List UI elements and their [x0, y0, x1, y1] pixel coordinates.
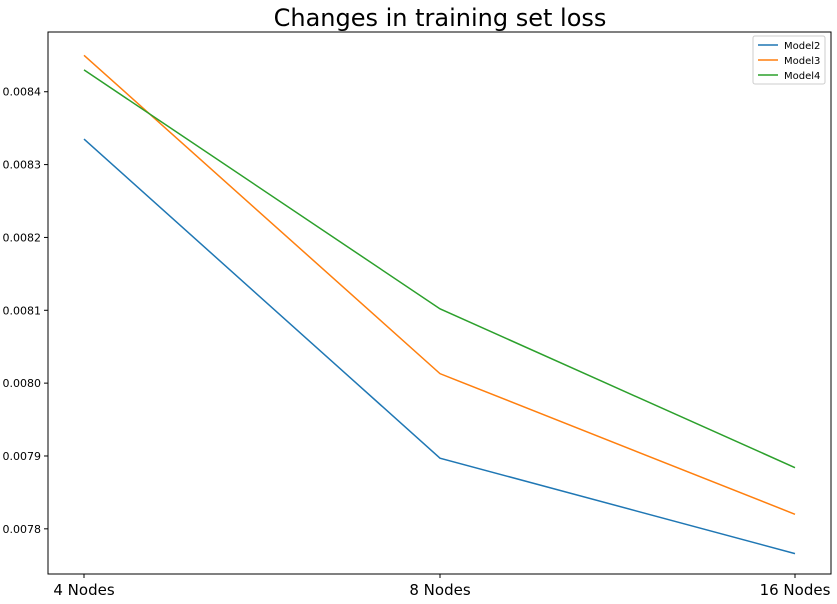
y-axis: 0.0078 0.0079 0.0080 0.0081 0.0082 0.0083 0.00…	[3, 86, 48, 536]
y-tick-label: 0.0078	[3, 523, 42, 536]
legend-box	[752, 35, 826, 85]
series-line-model4	[83, 69, 796, 469]
legend-label: Model2	[784, 41, 820, 52]
legend: Model2 Model3 Model4	[752, 35, 826, 85]
series-line-model2	[83, 138, 796, 555]
series-line-model3	[83, 54, 796, 515]
y-tick-label: 0.0080	[3, 377, 42, 390]
y-tick-label: 0.0083	[3, 159, 42, 172]
x-tick-label: 16 Nodes	[760, 581, 831, 599]
chart-title: Changes in training set loss	[274, 4, 607, 32]
x-axis: 4 Nodes 8 Nodes 16 Nodes	[53, 574, 831, 599]
y-tick-label: 0.0081	[3, 304, 42, 317]
x-tick-label: 8 Nodes	[409, 581, 470, 599]
y-tick-label: 0.0079	[3, 450, 42, 463]
y-tick-label: 0.0082	[3, 231, 42, 244]
legend-label: Model4	[784, 71, 820, 82]
x-tick-label: 4 Nodes	[53, 581, 114, 599]
series-lines	[83, 54, 796, 555]
legend-label: Model3	[784, 56, 820, 67]
y-tick-label: 0.0084	[3, 86, 42, 99]
plot-frame	[47, 31, 832, 575]
